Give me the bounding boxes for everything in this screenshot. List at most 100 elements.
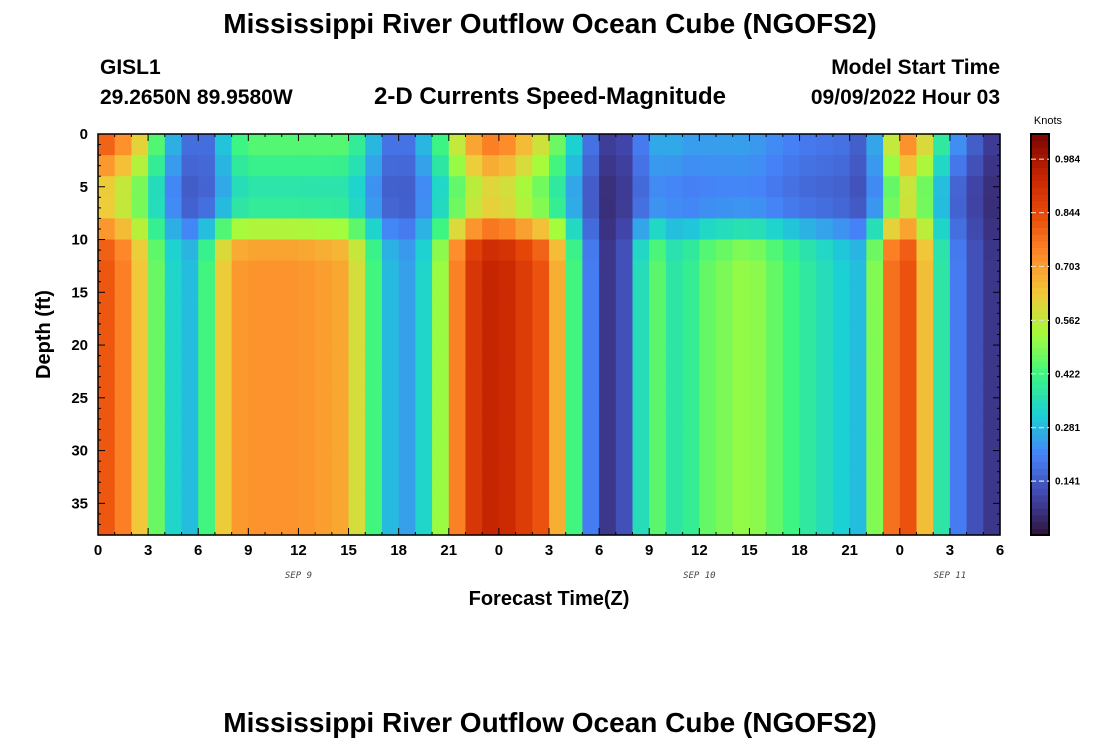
heatmap-cell <box>398 134 416 156</box>
heatmap-cell <box>582 197 600 220</box>
heatmap-cell <box>331 408 350 431</box>
heatmap-cell <box>498 492 517 515</box>
heatmap-cell <box>749 366 767 388</box>
heatmap-cell <box>766 450 784 473</box>
heatmap-cell <box>632 450 650 473</box>
heatmap-cell <box>348 323 366 346</box>
heatmap-cell <box>131 281 149 304</box>
heatmap-cell <box>849 218 867 241</box>
heatmap-cell <box>966 218 984 241</box>
heatmap-cell <box>164 513 183 536</box>
heatmap-cell <box>198 408 216 431</box>
heatmap-cell <box>331 218 350 241</box>
heatmap-cell <box>181 450 199 473</box>
heatmap-cell <box>716 387 734 409</box>
heatmap-cell <box>448 218 467 241</box>
heatmap-cell <box>265 492 283 515</box>
heatmap-cell <box>298 450 316 473</box>
heatmap-cell <box>365 387 383 409</box>
heatmap-cell <box>749 176 767 198</box>
heatmap-cell <box>933 513 951 536</box>
heatmap-cell <box>899 471 918 494</box>
heatmap-cell <box>766 281 784 304</box>
heatmap-cell <box>515 281 533 304</box>
heatmap-cells <box>98 134 1001 536</box>
heatmap-cell <box>381 345 400 367</box>
heatmap-cell <box>582 155 600 177</box>
heatmap-cell <box>732 134 751 156</box>
heatmap-cell <box>682 218 700 241</box>
heatmap-cell <box>114 218 132 241</box>
colorbar-segment <box>1031 294 1049 302</box>
heatmap-cell <box>866 302 884 325</box>
heatmap-cell <box>164 260 183 283</box>
heatmap-cell <box>849 471 867 494</box>
heatmap-cell <box>365 345 383 367</box>
heatmap-cell <box>281 450 300 473</box>
heatmap-cell <box>649 155 667 177</box>
heatmap-cell <box>214 260 233 283</box>
heatmap-cell <box>665 155 684 177</box>
heatmap-cell <box>214 450 233 473</box>
heatmap-cell <box>665 323 684 346</box>
heatmap-cell <box>365 302 383 325</box>
heatmap-cell <box>599 302 617 325</box>
heatmap-cell <box>181 323 199 346</box>
heatmap-cell <box>98 155 116 177</box>
heatmap-cell <box>148 387 166 409</box>
heatmap-cell <box>949 155 968 177</box>
heatmap-cell <box>231 281 249 304</box>
heatmap-cell <box>415 176 433 198</box>
heatmap-cell <box>582 366 600 388</box>
heatmap-cell <box>214 134 233 156</box>
heatmap-cell <box>732 176 751 198</box>
heatmap-cell <box>916 176 934 198</box>
heatmap-cell <box>933 471 951 494</box>
colorbar-segment <box>1031 501 1049 509</box>
heatmap-cell <box>432 429 450 452</box>
heatmap-cell <box>415 302 433 325</box>
heatmap-cell <box>565 302 583 325</box>
heatmap-cell <box>799 513 817 536</box>
heatmap-cell <box>281 408 300 431</box>
heatmap-cell <box>716 218 734 241</box>
heatmap-cell <box>164 366 183 388</box>
heatmap-cell <box>515 450 533 473</box>
heatmap-cell <box>916 471 934 494</box>
heatmap-cell <box>866 408 884 431</box>
heatmap-cell <box>398 513 416 536</box>
heatmap-cell <box>214 345 233 367</box>
heatmap-cell <box>632 366 650 388</box>
heatmap-cell <box>649 387 667 409</box>
colorbar-segment <box>1031 528 1049 536</box>
heatmap-cell <box>599 176 617 198</box>
heatmap-cell <box>365 176 383 198</box>
heatmap-cell <box>632 429 650 452</box>
heatmap-cell <box>231 260 249 283</box>
heatmap-cell <box>532 450 550 473</box>
heatmap-cell <box>565 323 583 346</box>
heatmap-cell <box>448 281 467 304</box>
heatmap-cell <box>281 281 300 304</box>
heatmap-cell <box>281 387 300 409</box>
heatmap-cell <box>832 387 851 409</box>
heatmap-cell <box>933 260 951 283</box>
heatmap-cell <box>732 408 751 431</box>
heatmap-cell <box>381 513 400 536</box>
heatmap-cell <box>131 197 149 220</box>
heatmap-cell <box>716 513 734 536</box>
heatmap-cell <box>665 408 684 431</box>
x-tick-label: 3 <box>946 542 954 559</box>
heatmap-cell <box>582 218 600 241</box>
heatmap-cell <box>98 429 116 452</box>
heatmap-cell <box>298 155 316 177</box>
heatmap-cell <box>849 176 867 198</box>
heatmap-cell <box>131 492 149 515</box>
heatmap-cell <box>883 492 901 515</box>
heatmap-cell <box>749 408 767 431</box>
heatmap-cell <box>281 260 300 283</box>
heatmap-cell <box>198 176 216 198</box>
heatmap-cell <box>582 239 600 262</box>
heatmap-cell <box>816 155 834 177</box>
heatmap-cell <box>164 281 183 304</box>
